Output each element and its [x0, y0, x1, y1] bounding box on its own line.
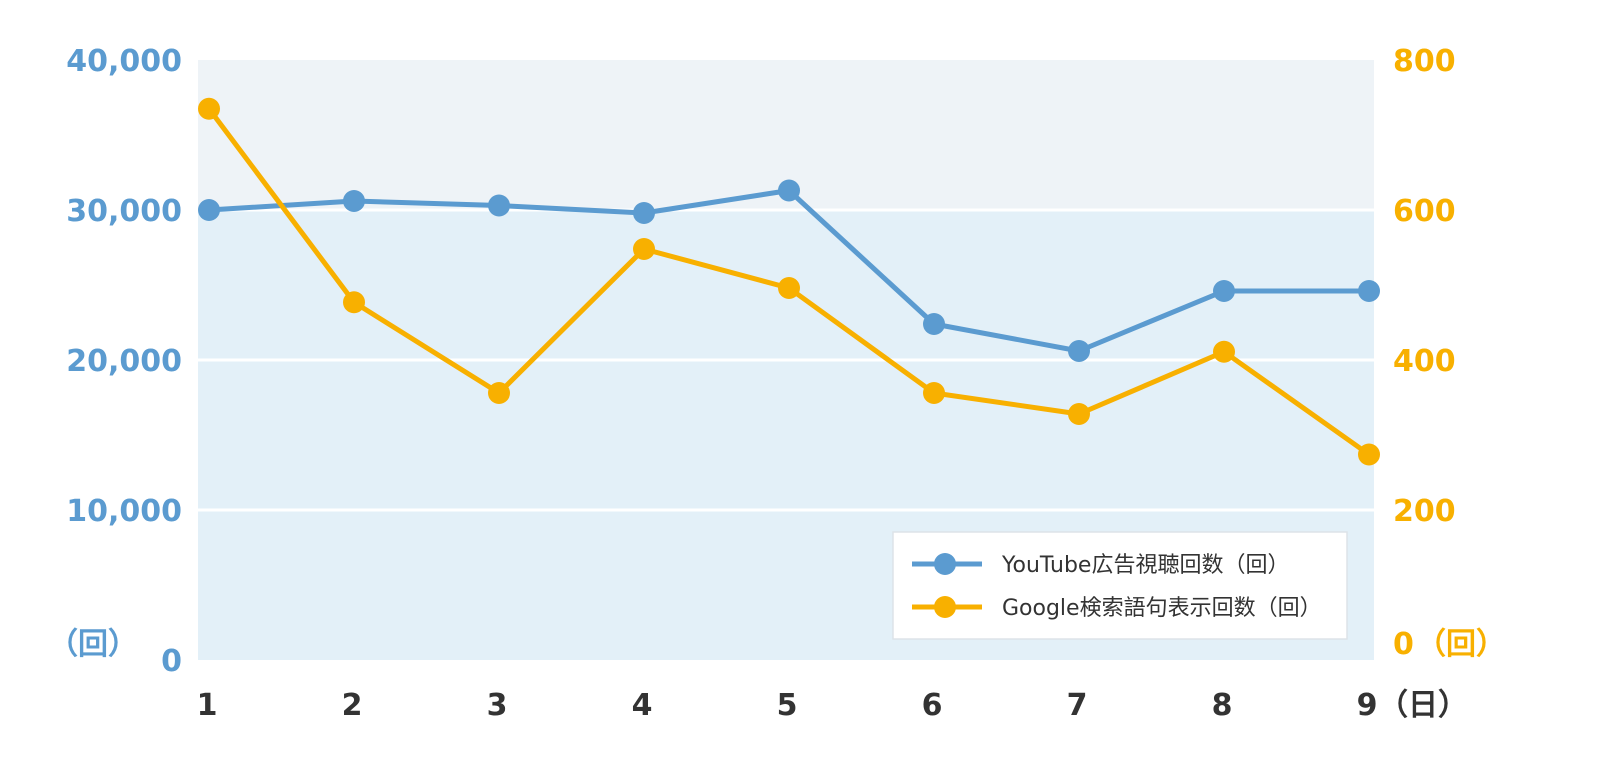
legend-label: YouTube広告視聴回数（回）: [1001, 553, 1289, 578]
data-point: [488, 382, 510, 404]
legend-marker: [934, 596, 956, 618]
data-point: [1068, 403, 1090, 425]
x-tick-label: 1: [197, 688, 218, 723]
grid-lines: [198, 208, 1374, 512]
x-tick-label: 5: [777, 688, 798, 723]
data-point: [923, 382, 945, 404]
right-axis-unit: （回）: [1416, 627, 1506, 662]
data-point: [343, 190, 365, 212]
right-tick-label: 800: [1393, 44, 1456, 79]
x-tick-label: 2: [342, 688, 363, 723]
left-axis-unit: （回）: [48, 627, 138, 662]
data-point: [778, 277, 800, 299]
right-tick-label: 200: [1393, 494, 1456, 529]
x-axis-ticks: 1 2 3 4 5 6 7 8 9 （日）: [197, 688, 1468, 723]
data-point: [778, 179, 800, 202]
data-point: [923, 313, 945, 335]
left-tick-label: 30,000: [66, 194, 182, 229]
series-layer: [198, 97, 1380, 466]
left-tick-label: 20,000: [66, 344, 182, 379]
right-tick-label: 0: [1393, 627, 1414, 662]
data-point: [198, 199, 220, 221]
data-point: [343, 291, 365, 314]
legend-box: [892, 531, 1348, 640]
right-tick-label: 600: [1393, 194, 1456, 229]
x-tick-label: 8: [1212, 688, 1233, 723]
data-point: [1213, 340, 1235, 363]
x-tick-label: 6: [922, 688, 943, 723]
data-point: [633, 238, 655, 260]
legend-marker: [934, 553, 956, 575]
legend-label: Google検索語句表示回数（回）: [1002, 596, 1322, 621]
left-tick-label: 10,000: [66, 494, 182, 529]
x-tick-label: 7: [1067, 688, 1088, 723]
data-point: [1213, 280, 1235, 302]
x-tick-label: 4: [632, 688, 653, 723]
left-axis-ticks: 0 10,000 20,000 30,000 40,000 （回）: [48, 44, 182, 679]
x-tick-label: 9: [1357, 688, 1378, 723]
left-tick-label: 40,000: [66, 44, 182, 79]
data-point: [1358, 280, 1380, 302]
right-tick-label: 400: [1393, 344, 1456, 379]
legend: YouTube広告視聴回数（回） Google検索語句表示回数（回）: [892, 531, 1348, 640]
data-point: [633, 202, 655, 224]
data-point: [1068, 340, 1090, 362]
data-point: [1358, 443, 1380, 466]
left-tick-label: 0: [161, 644, 182, 679]
x-tick-label: 3: [487, 688, 508, 723]
data-point: [198, 97, 220, 120]
x-axis-unit: （日）: [1378, 688, 1468, 723]
data-point: [488, 194, 510, 217]
right-axis-ticks: 0 200 400 600 800 （回）: [1393, 44, 1506, 662]
